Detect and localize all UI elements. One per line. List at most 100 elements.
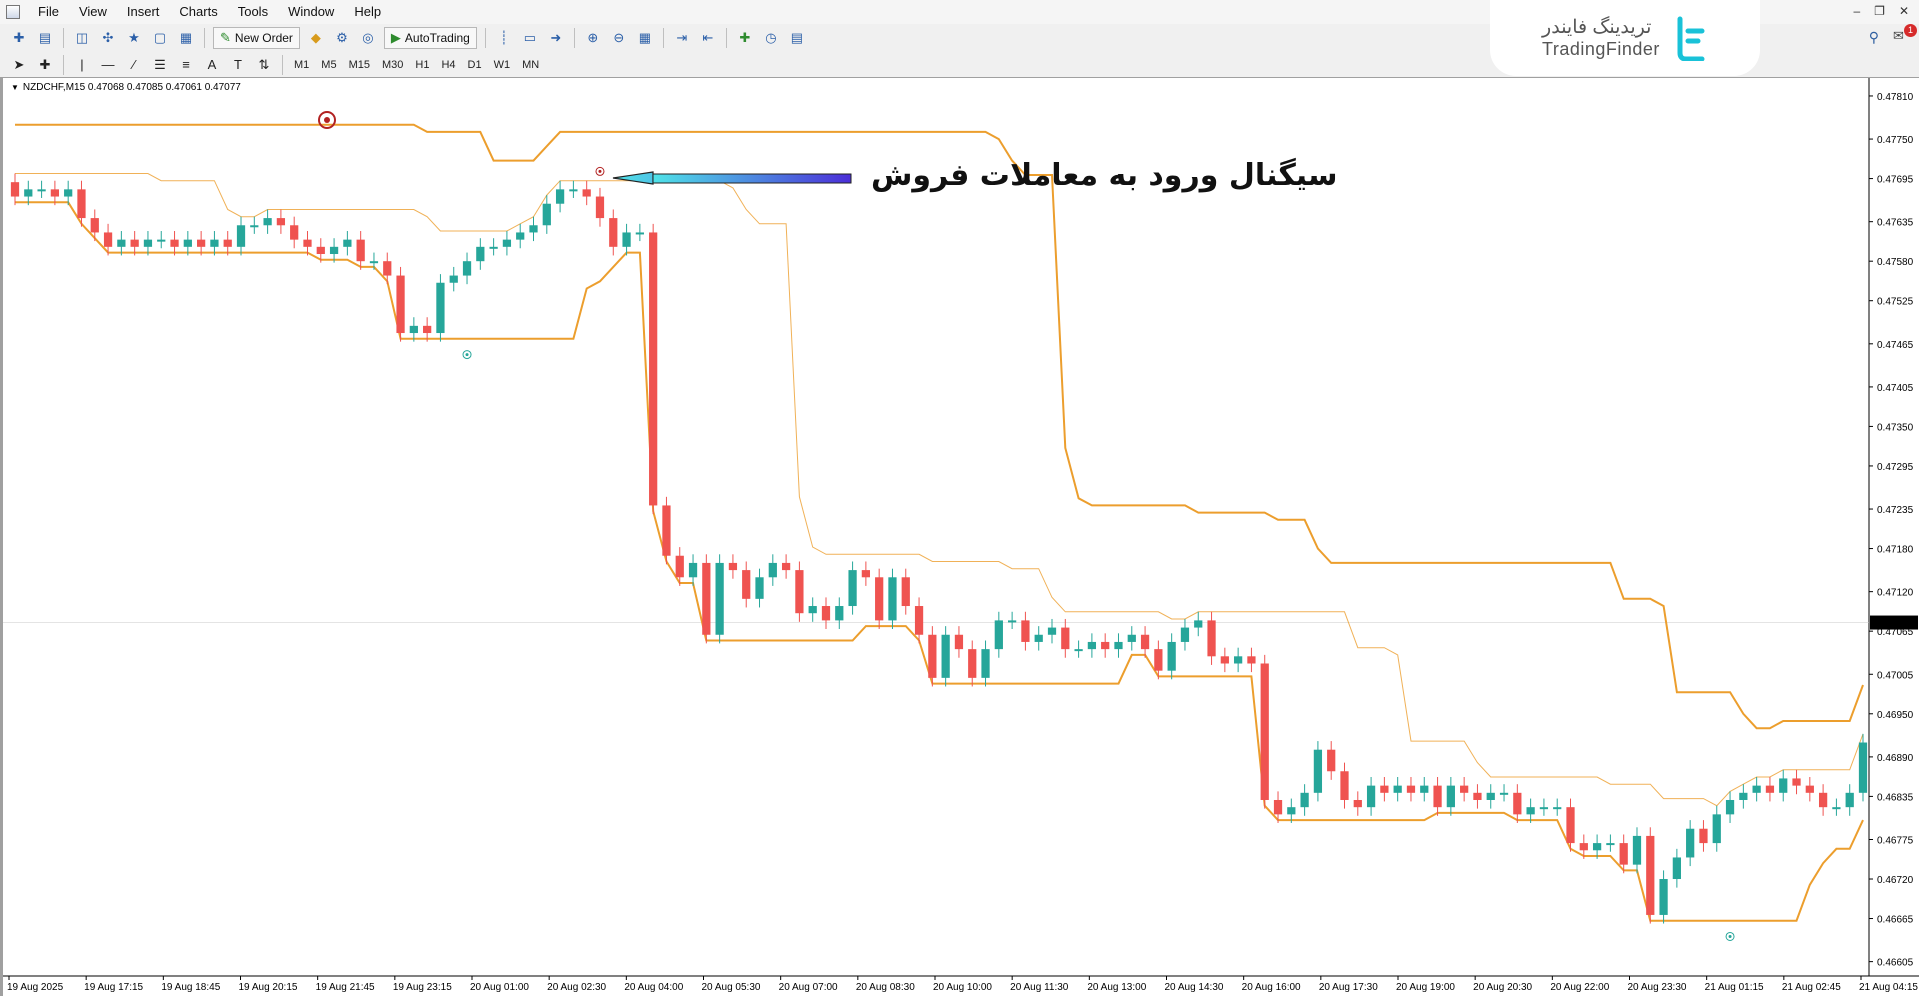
time-tick-label: 21 Aug 04:15 — [1859, 982, 1918, 993]
arrows-icon[interactable]: ⇅ — [258, 56, 270, 72]
menu-view[interactable]: View — [78, 4, 107, 19]
menu-charts[interactable]: Charts — [179, 4, 218, 19]
candle-body — [130, 239, 139, 247]
timeframe-w1[interactable]: W1 — [493, 58, 511, 71]
candle-body — [1858, 742, 1868, 793]
price-tick-label: 0.46775 — [1877, 836, 1914, 847]
candle-body — [170, 239, 179, 247]
price-chart[interactable]: 0.47810 0.47750 0.47695 0.47635 0.47580 0.475… — [3, 78, 1919, 996]
candle-body — [476, 246, 485, 262]
autotrading-button[interactable]: ▶ AutoTrading — [383, 27, 477, 49]
menu-window[interactable]: Window — [288, 4, 335, 19]
time-tick-label: 20 Aug 04:00 — [624, 982, 683, 993]
menu-file[interactable]: File — [38, 4, 59, 19]
templates-icon[interactable]: ▤ — [790, 30, 803, 45]
strategy-tester-icon[interactable]: ▦ — [179, 30, 193, 45]
timeframe-m1[interactable]: M1 — [294, 58, 310, 71]
time-tick-label: 19 Aug 23:15 — [393, 982, 452, 993]
candles — [10, 173, 1868, 924]
periods-icon[interactable]: ◷ — [765, 30, 777, 45]
notifications-button[interactable]: ✉ 1 — [1893, 24, 1917, 46]
timeframe-m15[interactable]: M15 — [348, 58, 370, 71]
buy-signal-marker — [1725, 931, 1735, 941]
price-tick-label: 0.47580 — [1877, 257, 1914, 268]
profiles-icon[interactable]: ▤ — [38, 30, 52, 45]
price-tick-label: 0.46835 — [1877, 792, 1914, 803]
restore-icon[interactable]: ❐ — [1874, 4, 1885, 18]
new-chart-icon[interactable]: ✚ — [13, 30, 25, 45]
candle-body — [1659, 879, 1668, 915]
axes: 0.47810 0.47750 0.47695 0.47635 0.47580 0.475… — [3, 78, 1919, 993]
metaeditor-icon[interactable]: ◆ — [310, 30, 321, 45]
options-icon[interactable]: ⚙ — [336, 30, 348, 45]
close-icon[interactable]: ✕ — [1898, 4, 1909, 18]
price-tick-label: 0.47695 — [1877, 175, 1914, 186]
timeframe-d1[interactable]: D1 — [467, 58, 482, 71]
timeframe-h1[interactable]: H1 — [415, 58, 430, 71]
globe-icon[interactable]: ◎ — [362, 30, 374, 45]
timeframe-h4[interactable]: H4 — [441, 58, 456, 71]
market-watch-icon[interactable]: ◫ — [75, 30, 89, 45]
upper-channel-line — [15, 173, 1864, 807]
candle-body — [941, 634, 950, 678]
candle-body — [768, 562, 777, 578]
candle-body — [981, 649, 990, 678]
text-icon[interactable]: A — [207, 57, 217, 72]
cursor-icon[interactable]: ➤ — [13, 56, 25, 72]
timeframe-m30[interactable]: M30 — [381, 58, 404, 71]
time-tick-label: 20 Aug 05:30 — [702, 982, 761, 993]
new-order-button[interactable]: ✎ New Order — [213, 27, 300, 49]
price-tick-label: 0.47635 — [1877, 218, 1914, 229]
buy-signal-dot — [465, 353, 469, 357]
data-window-icon[interactable]: ✣ — [102, 30, 114, 45]
navigator-icon[interactable]: ★ — [128, 30, 140, 45]
target-marker-dot — [324, 117, 330, 123]
fibonacci-icon[interactable]: ≡ — [182, 57, 190, 72]
candle-body — [1619, 843, 1628, 865]
timeframe-m5[interactable]: M5 — [321, 58, 337, 71]
candle-body — [516, 232, 525, 240]
time-tick-label: 20 Aug 20:30 — [1473, 982, 1532, 993]
candle-body — [1047, 627, 1057, 635]
horizontal-line-icon[interactable]: — — [101, 57, 115, 72]
menu-tools[interactable]: Tools — [237, 4, 269, 19]
candle-body — [688, 562, 698, 578]
channel-icon[interactable]: ☰ — [154, 56, 166, 72]
search-icon[interactable]: ⚲ — [1868, 28, 1879, 45]
crosshair-icon[interactable]: ✚ — [39, 56, 51, 72]
bar-chart-icon[interactable]: ┊ — [499, 30, 508, 45]
time-tick-label: 20 Aug 23:30 — [1628, 982, 1687, 993]
terminal-icon[interactable]: ▢ — [153, 30, 167, 45]
auto-scroll-icon[interactable]: ⇥ — [676, 30, 688, 45]
zoom-in-icon[interactable]: ⊕ — [587, 30, 599, 45]
price-tick-label: 0.47065 — [1877, 627, 1914, 638]
signals — [318, 111, 1735, 941]
tile-windows-icon[interactable]: ▦ — [638, 30, 651, 45]
text-label-icon[interactable]: T — [234, 57, 242, 72]
chart-window[interactable]: 0.47810 0.47750 0.47695 0.47635 0.47580 0.475… — [0, 78, 1919, 996]
menu-help[interactable]: Help — [354, 4, 382, 19]
candle-body — [1340, 771, 1349, 800]
indicators-icon[interactable]: ✚ — [739, 30, 751, 45]
menu-insert[interactable]: Insert — [126, 4, 160, 19]
candle-body — [1632, 835, 1642, 865]
chart-shift-icon[interactable]: ⇤ — [702, 30, 714, 45]
timeframe-mn[interactable]: MN — [522, 58, 540, 71]
candle-body — [821, 606, 831, 621]
candlestick-icon[interactable]: ▭ — [523, 30, 536, 45]
zoom-out-icon[interactable]: ⊖ — [613, 30, 625, 45]
price-tick-label: 0.47465 — [1877, 340, 1914, 351]
line-chart-icon[interactable]: ➜ — [550, 30, 562, 45]
minimize-icon[interactable]: – — [1853, 4, 1861, 18]
dropdown-triangle-icon[interactable]: ▼ — [11, 83, 19, 92]
candle-body — [1021, 620, 1030, 642]
trendline-icon[interactable]: ∕ — [132, 57, 136, 72]
vertical-line-icon[interactable]: | — [80, 57, 84, 72]
candle-body — [888, 577, 897, 621]
price-tick-label: 0.47235 — [1877, 505, 1914, 516]
candle-body — [1592, 843, 1602, 851]
time-tick-label: 20 Aug 01:00 — [470, 982, 529, 993]
price-tick-label: 0.46605 — [1877, 958, 1914, 969]
candle-body — [117, 239, 126, 247]
